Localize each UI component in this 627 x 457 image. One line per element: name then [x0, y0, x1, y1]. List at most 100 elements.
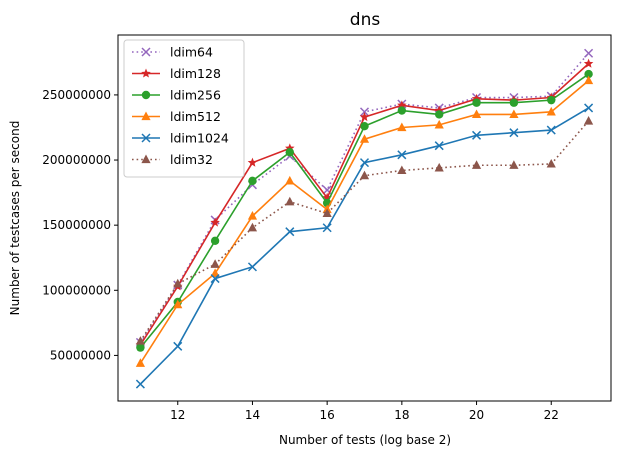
legend-item: ldim128 — [132, 66, 221, 81]
data-point — [434, 162, 444, 172]
legend-marker — [141, 47, 151, 57]
data-point — [322, 223, 332, 233]
data-point — [322, 208, 332, 218]
data-point — [546, 158, 556, 168]
data-point — [547, 95, 556, 105]
legend-item: ldim512 — [132, 109, 221, 124]
legend-label: ldim32 — [170, 152, 213, 167]
legend-label: ldim64 — [170, 45, 213, 60]
data-point — [173, 299, 183, 309]
legend-label: ldim128 — [170, 66, 221, 81]
y-tick-label: 150000000 — [42, 218, 111, 232]
y-tick-label: 50000000 — [50, 348, 111, 362]
data-point — [472, 98, 481, 107]
y-axis-label: Number of testcases per second — [8, 121, 22, 316]
data-point — [359, 134, 370, 143]
x-tick-label: 12 — [170, 408, 185, 422]
data-point — [210, 268, 220, 277]
data-point — [434, 141, 444, 151]
data-point — [135, 358, 146, 367]
legend-item: ldim1024 — [132, 131, 229, 146]
data-point — [472, 130, 482, 140]
data-point — [397, 100, 407, 110]
data-point — [546, 125, 556, 135]
data-point — [247, 211, 258, 220]
data-point — [546, 106, 556, 116]
legend-marker — [141, 154, 151, 164]
legend-label: ldim1024 — [170, 131, 229, 146]
data-point — [583, 115, 594, 125]
data-point — [434, 105, 444, 115]
data-point — [471, 109, 482, 119]
data-point — [247, 157, 258, 167]
data-point — [285, 148, 295, 157]
series-ldim512 — [135, 75, 594, 367]
data-point — [247, 262, 257, 272]
plot-area — [135, 48, 594, 389]
data-point — [359, 158, 370, 168]
series-ldim256 — [136, 69, 593, 352]
data-point — [471, 160, 482, 169]
data-point — [397, 165, 407, 175]
series-ldim32 — [135, 115, 594, 345]
legend: ldim64 ldim128 ldim256 ldim512 ldim1024 ldim3… — [123, 39, 245, 178]
data-point — [210, 259, 220, 268]
data-point — [583, 75, 594, 85]
x-axis-label: Number of tests (log base 2) — [279, 433, 451, 447]
x-tick-label: 16 — [320, 408, 335, 422]
data-point — [210, 217, 220, 227]
data-point — [248, 176, 257, 186]
data-point — [359, 112, 370, 122]
chart-title: dns — [350, 10, 381, 30]
legend-marker — [141, 68, 151, 78]
data-point — [509, 109, 519, 119]
data-point — [509, 98, 519, 107]
data-point — [471, 93, 482, 103]
data-point — [359, 107, 370, 117]
data-point — [210, 274, 220, 284]
data-point — [434, 110, 444, 119]
y-axis: 50000000 100000000 150000000 200000000 25000… — [42, 88, 118, 362]
data-point — [359, 170, 370, 180]
data-point — [285, 196, 295, 206]
legend-marker — [141, 90, 151, 100]
data-point — [584, 69, 593, 79]
legend-item: ldim64 — [132, 45, 213, 60]
data-point — [135, 336, 146, 345]
data-point — [322, 192, 332, 202]
plot-frame — [117, 34, 612, 402]
data-point — [360, 121, 369, 131]
y-tick-label: 100000000 — [42, 283, 111, 297]
x-tick-label: 14 — [245, 408, 260, 422]
data-point — [397, 122, 407, 132]
legend-marker — [141, 133, 151, 143]
y-tick-label: 200000000 — [42, 153, 111, 167]
x-axis: 12 14 16 18 20 22 — [170, 401, 559, 422]
data-point — [434, 119, 444, 129]
legend-label: ldim256 — [170, 88, 221, 103]
x-tick-label: 20 — [469, 408, 484, 422]
data-point — [173, 341, 183, 351]
data-point — [397, 106, 407, 115]
legend-label: ldim512 — [170, 109, 221, 124]
legend-item: ldim256 — [132, 88, 221, 103]
data-point — [173, 278, 183, 288]
legend-item: ldim32 — [132, 152, 213, 167]
data-point — [135, 379, 145, 389]
data-point — [584, 48, 594, 58]
data-point — [210, 236, 220, 245]
data-point — [509, 160, 519, 169]
x-tick-label: 18 — [394, 408, 409, 422]
legend-marker — [141, 111, 151, 121]
data-point — [136, 343, 145, 352]
data-point — [583, 58, 594, 68]
data-point — [285, 227, 295, 237]
data-point — [247, 222, 258, 232]
y-tick-label: 250000000 — [42, 88, 111, 102]
data-point — [285, 143, 295, 153]
data-point — [285, 175, 295, 185]
series-ldim1024 — [135, 103, 594, 389]
data-point — [397, 150, 407, 160]
x-tick-label: 22 — [544, 408, 559, 422]
